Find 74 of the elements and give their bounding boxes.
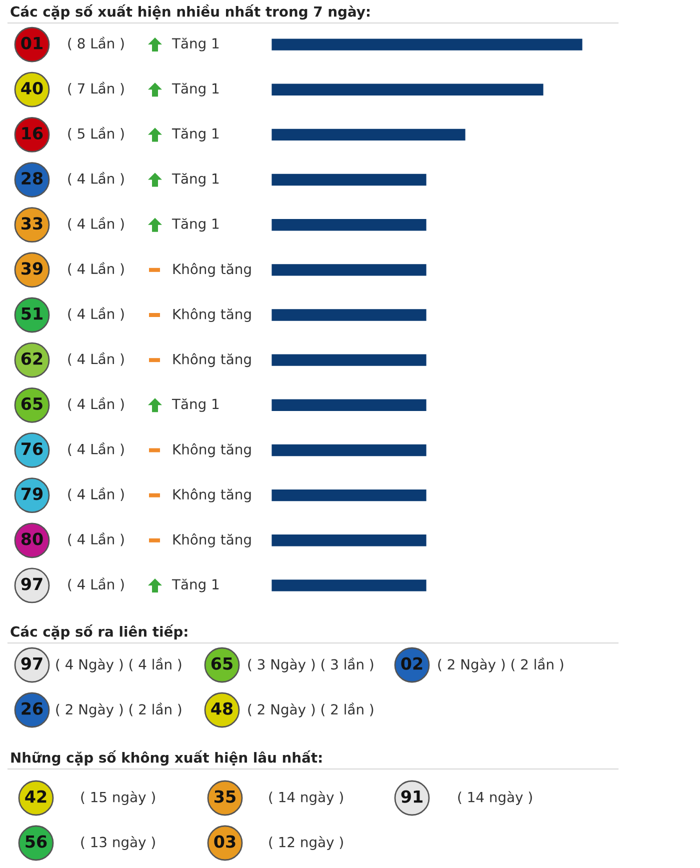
text: ( 2 Ngày ) ( 2 lần ) bbox=[56, 702, 182, 718]
bar bbox=[271, 127, 467, 142]
y-tick-label: 16 bbox=[22, 126, 43, 140]
bar bbox=[271, 308, 428, 322]
data-label: ( 7 Lần ) bbox=[68, 82, 124, 96]
bar bbox=[271, 352, 428, 368]
text: ( 13 ngày ) bbox=[81, 836, 155, 850]
chart-title: Các cặp số xuất hiện nhiều nhất trong 7 ngày: bbox=[10, 4, 370, 20]
text: Tăng 1 bbox=[172, 578, 219, 592]
category-label: 65 bbox=[211, 657, 232, 670]
data-label: ( 4 Lần ) bbox=[68, 578, 124, 592]
y-tick-label: 01 bbox=[21, 36, 42, 50]
bar bbox=[271, 37, 584, 52]
data-label: ( 4 Lần ) bbox=[68, 262, 124, 276]
text: ( 2 Ngày ) ( 2 lần ) bbox=[248, 702, 374, 718]
text: ( 14 ngày ) bbox=[458, 791, 532, 805]
bar bbox=[271, 398, 428, 412]
category-label: 42 bbox=[25, 790, 46, 803]
y-tick-label: 33 bbox=[22, 217, 42, 230]
bar bbox=[271, 533, 428, 548]
data-label: ( 5 Lần ) bbox=[68, 126, 124, 140]
bar bbox=[271, 578, 428, 593]
category-label: 91 bbox=[401, 790, 422, 803]
text: ( 14 ngày ) bbox=[269, 791, 343, 805]
data-label: ( 4 Lần ) bbox=[68, 172, 124, 186]
data-label: ( 4 Lần ) bbox=[68, 532, 124, 546]
bar bbox=[271, 172, 428, 187]
text: ( 2 Ngày ) ( 2 lần ) bbox=[438, 658, 564, 672]
text: Tăng 1 bbox=[172, 398, 219, 412]
category-label: 26 bbox=[22, 702, 43, 715]
text: ( 3 Ngày ) ( 3 lần ) bbox=[248, 658, 374, 672]
y-tick-label: 97 bbox=[21, 578, 42, 590]
y-tick-label: 39 bbox=[22, 262, 43, 275]
text: ( 15 ngày ) bbox=[81, 791, 155, 805]
y-tick-label: 76 bbox=[22, 442, 43, 456]
bar bbox=[271, 262, 428, 278]
bar bbox=[271, 218, 428, 232]
category-label: 56 bbox=[26, 835, 47, 848]
text: Không tăng bbox=[173, 443, 251, 458]
text: Không tăng bbox=[173, 353, 251, 368]
y-tick-label: 40 bbox=[21, 82, 43, 94]
data-label: ( 4 Lần ) bbox=[68, 487, 124, 502]
y-tick-label: 65 bbox=[21, 397, 42, 410]
data-label: ( 4 Lần ) bbox=[68, 397, 124, 411]
y-tick-label: 51 bbox=[22, 307, 42, 320]
text: Không tăng bbox=[173, 533, 251, 548]
data-label: ( 4 Lần ) bbox=[68, 352, 124, 366]
text: Không tăng bbox=[173, 488, 251, 502]
text: ( 12 ngày ) bbox=[269, 836, 343, 850]
bar bbox=[271, 82, 545, 97]
text: Những cặp số không xuất hiện lâu nhất: bbox=[11, 750, 322, 766]
text: Tăng 1 bbox=[172, 38, 219, 52]
bar bbox=[271, 488, 428, 503]
data-label: ( 4 Lần ) bbox=[68, 442, 124, 456]
text: ( 4 Ngày ) ( 4 lần ) bbox=[56, 658, 182, 672]
data-label: ( 8 Lần ) bbox=[68, 36, 124, 50]
y-tick-label: 28 bbox=[22, 172, 43, 185]
data-label: ( 4 Lần ) bbox=[68, 217, 124, 231]
text: Tăng 1 bbox=[172, 128, 219, 142]
category-label: 03 bbox=[214, 835, 236, 848]
data-label: ( 4 Lần ) bbox=[68, 307, 124, 321]
text: Tăng 1 bbox=[172, 82, 219, 96]
text: Không tăng bbox=[173, 308, 251, 322]
y-tick-label: 80 bbox=[21, 532, 43, 546]
category-label: 02 bbox=[401, 657, 422, 670]
bar bbox=[271, 443, 428, 458]
y-tick-label: 62 bbox=[21, 352, 42, 365]
category-label: 35 bbox=[214, 790, 236, 803]
text: Các cặp số ra liên tiếp: bbox=[10, 624, 188, 640]
y-tick-label: 79 bbox=[22, 488, 43, 500]
category-label: 48 bbox=[211, 702, 233, 715]
text: Tăng 1 bbox=[172, 218, 219, 232]
text: Tăng 1 bbox=[172, 173, 219, 187]
text: Không tăng bbox=[173, 262, 251, 277]
